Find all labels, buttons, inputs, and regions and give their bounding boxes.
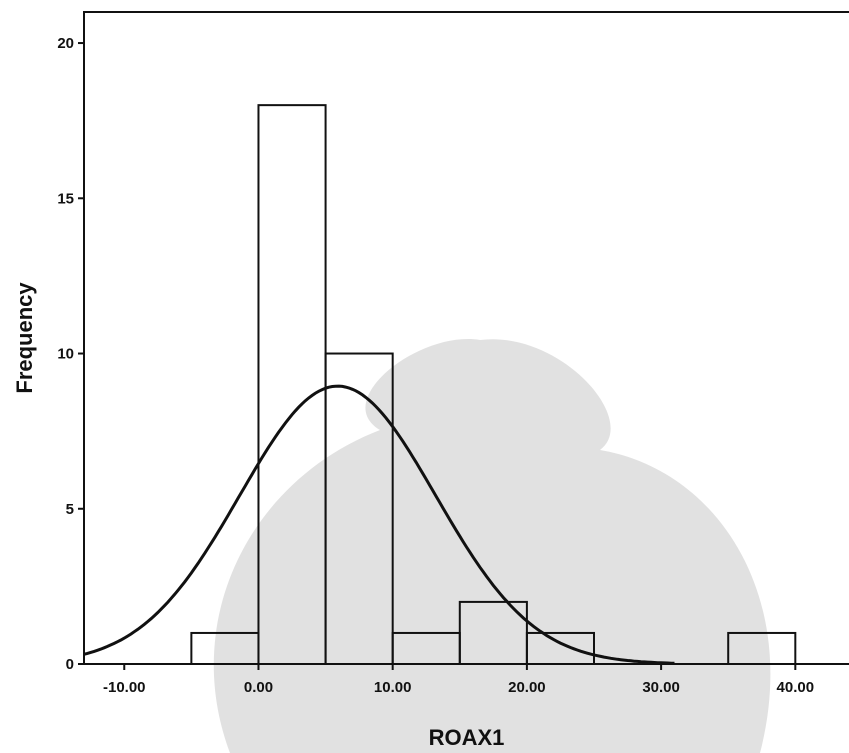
x-tick-label: 20.00 (508, 679, 546, 696)
y-axis-title: Frequency (12, 282, 37, 394)
x-tick-label: 0.00 (244, 679, 273, 696)
x-tick-label: 30.00 (642, 679, 680, 696)
x-axis-title: ROAX1 (429, 725, 505, 750)
histogram-bar (727, 631, 797, 666)
histogram-bars (190, 104, 797, 666)
x-tick-label: -10.00 (103, 679, 146, 696)
histogram-bar (324, 352, 394, 665)
watermark-emblem (213, 339, 771, 753)
y-tick-label: 0 (66, 656, 74, 673)
x-tick-label: 10.00 (374, 679, 412, 696)
y-axis: 0 5 10 15 20 (57, 35, 84, 673)
histogram-bar (525, 631, 595, 666)
y-tick-label: 15 (57, 190, 74, 207)
x-axis: -10.00 0.00 10.00 20.00 30.00 40.00 (103, 664, 814, 696)
y-tick-label: 20 (57, 35, 74, 52)
y-tick-label: 5 (66, 501, 74, 518)
x-tick-label: 40.00 (777, 679, 815, 696)
y-tick-label: 10 (57, 346, 74, 363)
normal-curve (83, 384, 675, 665)
